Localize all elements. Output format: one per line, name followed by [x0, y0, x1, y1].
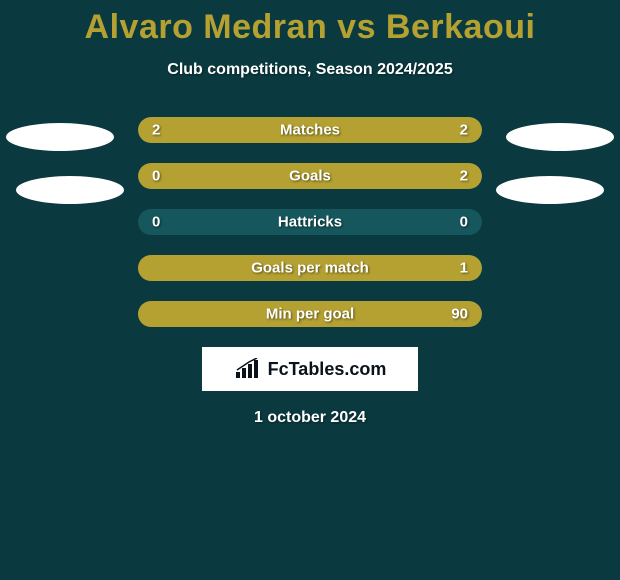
stat-label: Hattricks — [278, 214, 342, 231]
stats-rows: 2 2 Matches 0 2 Goals 0 0 Hattricks 1 Goals per ma… — [0, 117, 620, 327]
page-subtitle: Club competitions, Season 2024/2025 — [0, 61, 620, 79]
comparison-infographic: Alvaro Medran vs Berkaoui Club competiti… — [0, 0, 620, 580]
stat-value-right: 1 — [460, 260, 468, 277]
stat-value-right: 2 — [460, 168, 468, 185]
brand-text: FcTables.com — [268, 359, 387, 380]
player-left-logo-2 — [16, 176, 124, 204]
stat-fill-right — [200, 163, 482, 189]
page-title: Alvaro Medran vs Berkaoui — [0, 0, 620, 47]
stat-label: Goals per match — [251, 260, 369, 277]
footer-date: 1 october 2024 — [0, 409, 620, 427]
stat-value-right: 90 — [451, 306, 468, 323]
stat-fill-left — [138, 163, 200, 189]
stat-label: Matches — [280, 122, 340, 139]
player-right-logo-2 — [496, 176, 604, 204]
player-right-logo-1 — [506, 123, 614, 151]
stat-row: 0 2 Goals — [138, 163, 482, 189]
stat-value-right: 2 — [460, 122, 468, 139]
brand-chart-icon — [234, 358, 262, 380]
stat-row: 90 Min per goal — [138, 301, 482, 327]
stat-label: Goals — [289, 168, 331, 185]
stat-value-left: 0 — [152, 214, 160, 231]
stat-value-left: 2 — [152, 122, 160, 139]
brand-box: FcTables.com — [202, 347, 418, 391]
stat-value-left: 0 — [152, 168, 160, 185]
player-left-logo-1 — [6, 123, 114, 151]
stat-row: 1 Goals per match — [138, 255, 482, 281]
stat-value-right: 0 — [460, 214, 468, 231]
stat-row: 0 0 Hattricks — [138, 209, 482, 235]
stat-label: Min per goal — [266, 306, 354, 323]
stat-row: 2 2 Matches — [138, 117, 482, 143]
